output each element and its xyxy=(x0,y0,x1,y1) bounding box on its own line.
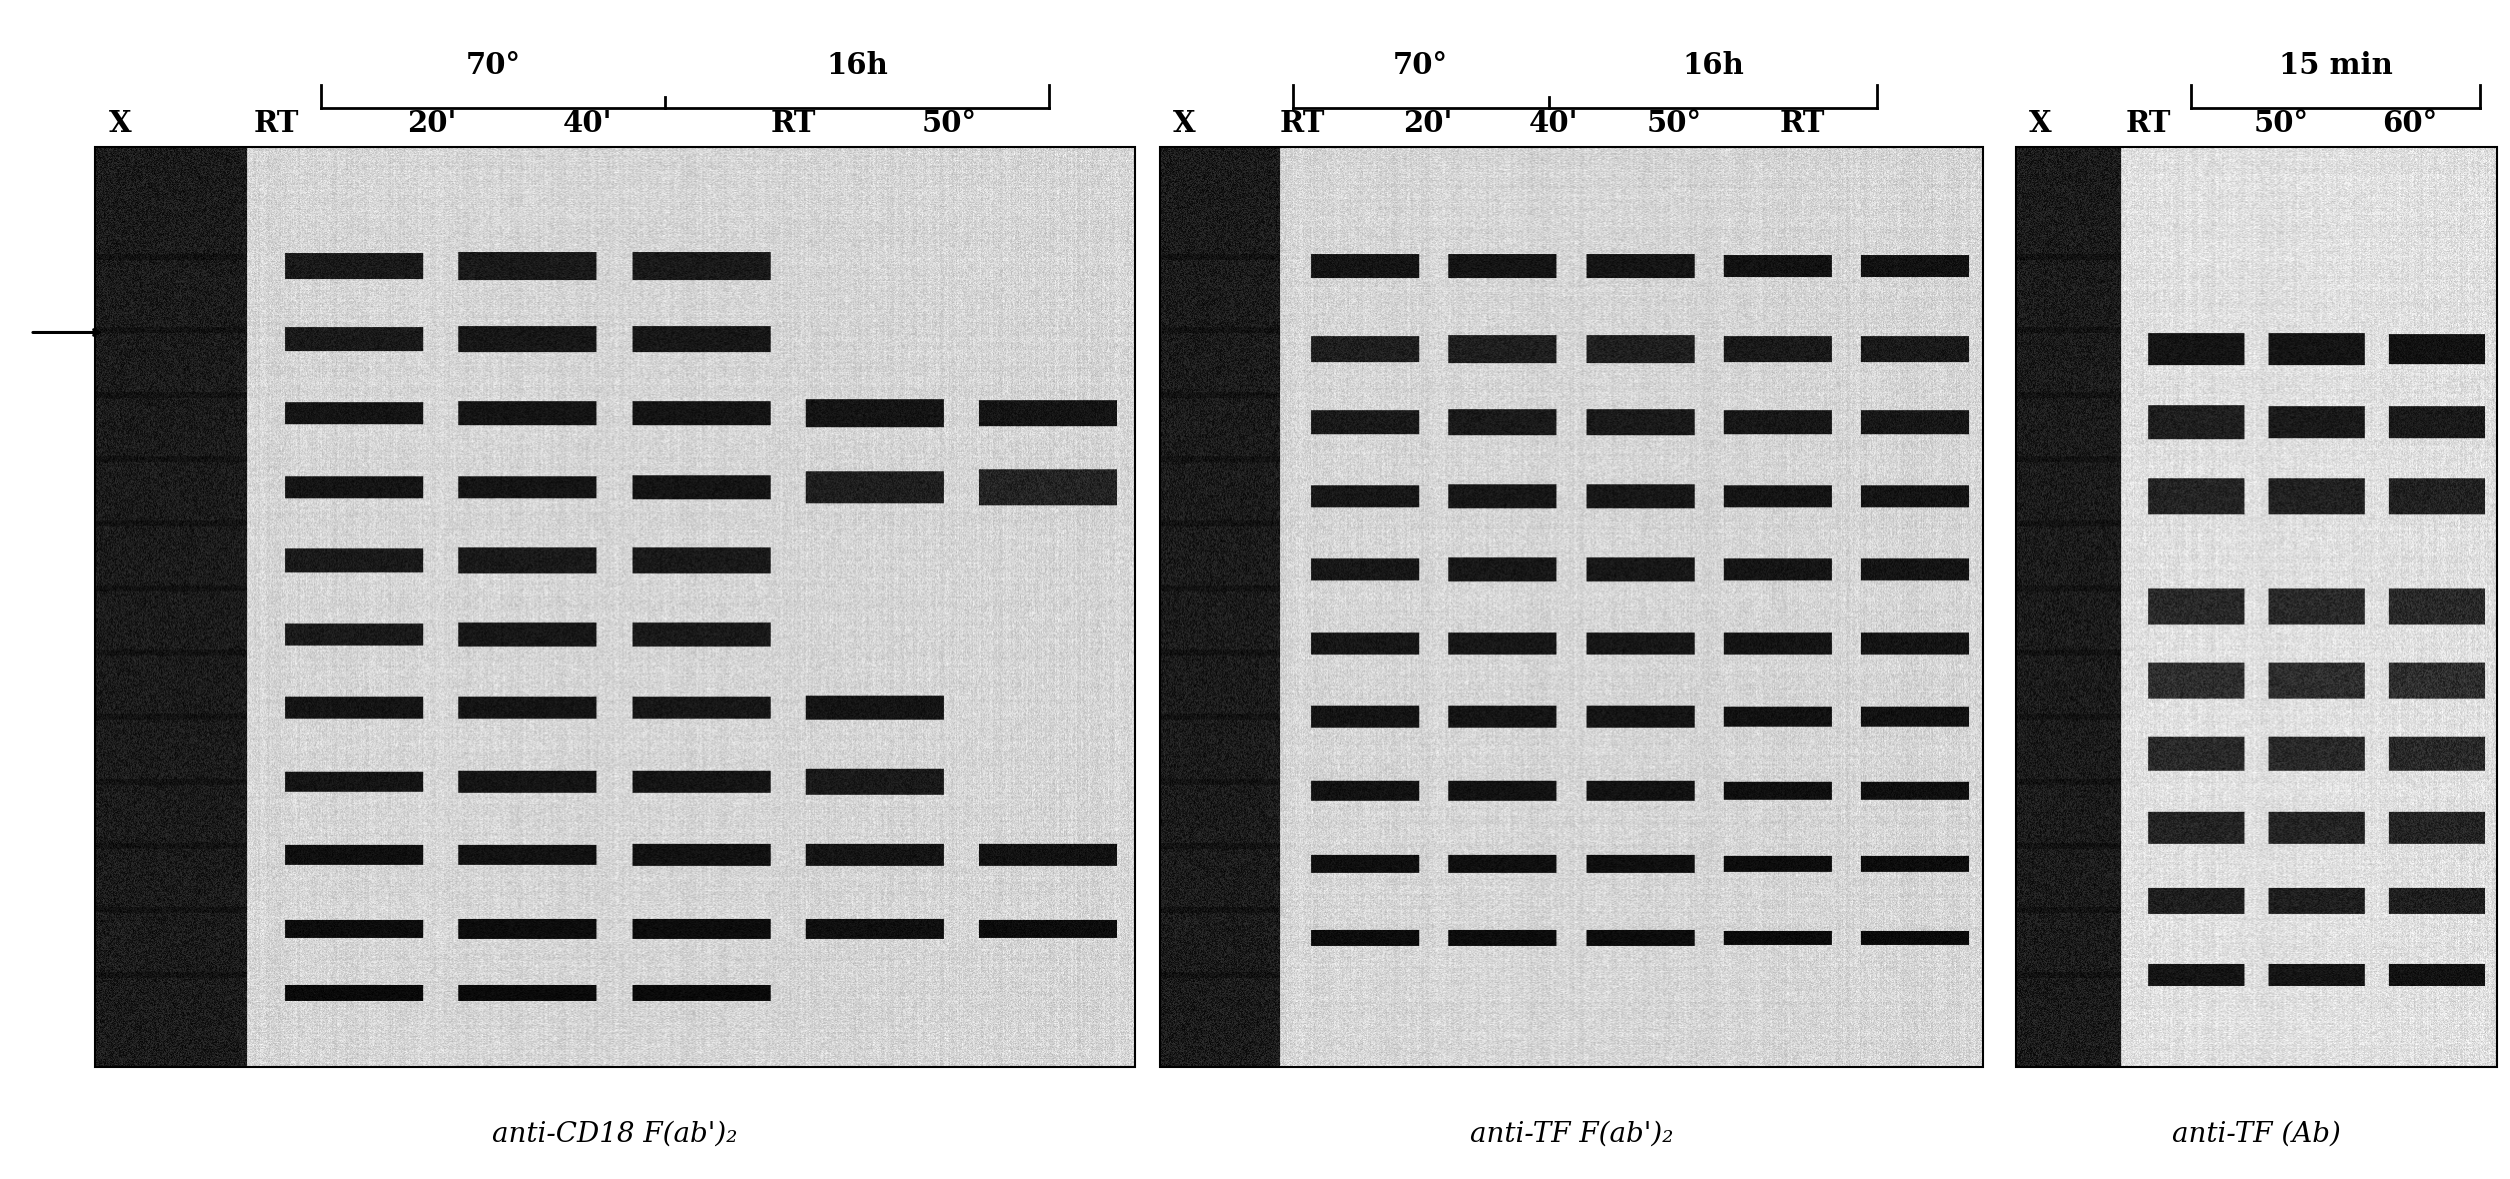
Text: RT: RT xyxy=(2126,108,2171,138)
Text: RT: RT xyxy=(254,108,299,138)
Text: RT: RT xyxy=(771,108,816,138)
Text: RT: RT xyxy=(1780,108,1825,138)
Text: 70°: 70° xyxy=(1393,51,1448,80)
Text: X: X xyxy=(2028,108,2053,138)
Text: 60°: 60° xyxy=(2382,108,2437,138)
Text: anti-CD18 F(ab')₂: anti-CD18 F(ab')₂ xyxy=(492,1121,738,1147)
Text: 40': 40' xyxy=(562,108,612,138)
Text: 70°: 70° xyxy=(467,51,520,80)
Text: 50°: 50° xyxy=(921,108,976,138)
Text: 16h: 16h xyxy=(826,51,889,80)
Text: 16h: 16h xyxy=(1682,51,1744,80)
Text: X: X xyxy=(108,108,133,138)
Text: 50°: 50° xyxy=(2254,108,2309,138)
Text: 50°: 50° xyxy=(1647,108,1702,138)
Text: anti-TF (Ab): anti-TF (Ab) xyxy=(2171,1121,2342,1147)
Text: 40': 40' xyxy=(1529,108,1579,138)
Bar xyxy=(95,147,1135,1067)
Text: 15 min: 15 min xyxy=(2279,51,2392,80)
Text: 20': 20' xyxy=(407,108,457,138)
Text: X: X xyxy=(1172,108,1197,138)
Text: anti-TF F(ab')₂: anti-TF F(ab')₂ xyxy=(1468,1121,1674,1147)
Text: 20': 20' xyxy=(1403,108,1453,138)
Bar xyxy=(1160,147,1983,1067)
Bar xyxy=(2016,147,2497,1067)
Text: RT: RT xyxy=(1280,108,1325,138)
